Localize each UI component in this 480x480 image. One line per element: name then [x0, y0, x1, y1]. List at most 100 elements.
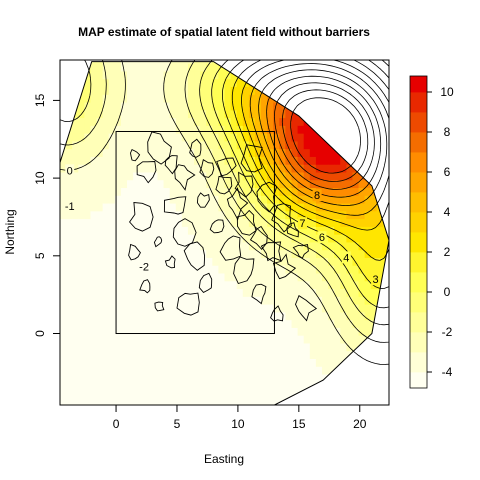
- heatmap-cell: [315, 226, 323, 235]
- heatmap-cell: [218, 288, 226, 297]
- heatmap-cell: [102, 156, 110, 165]
- heatmap-cell: [78, 171, 85, 181]
- heatmap-cell: [175, 265, 183, 274]
- heatmap-cell: [267, 140, 274, 150]
- heatmap-cell: [90, 381, 98, 391]
- heatmap-cell: [163, 86, 171, 95]
- chart-title: MAP estimate of spatial latent field wit…: [78, 25, 370, 39]
- heatmap-cell: [127, 133, 134, 142]
- heatmap-cell: [321, 164, 329, 173]
- heatmap-cell: [309, 249, 317, 258]
- heatmap-cell: [364, 366, 372, 375]
- heatmap-cell: [364, 226, 372, 235]
- heatmap-cell: [133, 303, 140, 313]
- island-outline: [234, 171, 254, 198]
- island-outline: [163, 196, 187, 215]
- heatmap-cell: [60, 171, 67, 181]
- heatmap-cell: [212, 366, 219, 375]
- heatmap-cell: [346, 265, 354, 274]
- heatmap-cell: [60, 234, 67, 243]
- heatmap-cell: [218, 164, 226, 173]
- y-tick-label: 5: [33, 252, 47, 259]
- heatmap-cell: [248, 140, 256, 150]
- heatmap-cell: [133, 117, 140, 126]
- heatmap-cell: [340, 265, 347, 274]
- heatmap-cell: [127, 156, 134, 165]
- heatmap-cell: [218, 202, 226, 212]
- heatmap-cell: [370, 218, 378, 227]
- heatmap-cell: [297, 319, 305, 328]
- heatmap-cell: [224, 288, 232, 297]
- heatmap-cell: [145, 109, 152, 119]
- heatmap-cell: [187, 78, 195, 88]
- heatmap-cell: [145, 397, 152, 405]
- heatmap-cell: [114, 63, 122, 72]
- heatmap-cell: [334, 257, 341, 266]
- heatmap-cell: [139, 327, 146, 336]
- heatmap-cell: [340, 288, 347, 297]
- heatmap-cell: [90, 397, 98, 405]
- heatmap-cell: [120, 358, 128, 367]
- heatmap-cell: [114, 280, 122, 290]
- heatmap-cell: [248, 148, 256, 157]
- heatmap-cell: [90, 164, 98, 173]
- heatmap-cell: [206, 303, 213, 313]
- heatmap-cell: [303, 210, 311, 220]
- heatmap-cell: [120, 389, 128, 398]
- x-axis: 0 5 10 15 20: [113, 404, 367, 431]
- heatmap-cell: [163, 202, 171, 212]
- heatmap-cell: [370, 249, 378, 258]
- heatmap-cell: [163, 335, 171, 344]
- heatmap-cell: [370, 226, 378, 235]
- heatmap-cell: [230, 397, 238, 405]
- heatmap-cell: [242, 280, 250, 290]
- heatmap-cell: [133, 389, 140, 398]
- heatmap-cell: [297, 249, 305, 258]
- heatmap-cell: [303, 335, 311, 344]
- heatmap-cell: [261, 335, 268, 344]
- heatmap-cell: [151, 366, 159, 375]
- heatmap-cell: [309, 133, 317, 142]
- heatmap-cell: [242, 164, 250, 173]
- heatmap-cell: [72, 86, 79, 95]
- heatmap-cell: [78, 303, 85, 313]
- heatmap-cell: [212, 358, 219, 367]
- heatmap-cell: [230, 86, 238, 95]
- heatmap-cell: [151, 187, 159, 196]
- heatmap-cell: [127, 86, 134, 95]
- heatmap-cell: [151, 133, 159, 142]
- heatmap-cell: [370, 350, 378, 359]
- heatmap-cell: [96, 373, 104, 383]
- heatmap-cell: [127, 179, 134, 189]
- heatmap-cell: [236, 187, 244, 196]
- heatmap-cell: [224, 94, 232, 103]
- heatmap-cell: [352, 156, 360, 165]
- heatmap-cell: [84, 234, 92, 243]
- heatmap-cell: [218, 94, 226, 103]
- heatmap-cell: [200, 125, 207, 134]
- heatmap-cell: [352, 288, 360, 297]
- heatmap-cell: [340, 335, 347, 344]
- heatmap-cell: [66, 397, 73, 405]
- contour-label-bg: [297, 217, 307, 230]
- heatmap-cell: [187, 117, 195, 126]
- heatmap-cell: [157, 101, 165, 111]
- heatmap-cell: [78, 342, 85, 352]
- heatmap-cell: [157, 226, 165, 235]
- heatmap-cell: [60, 94, 67, 103]
- heatmap-cell: [230, 257, 238, 266]
- heatmap-cell: [157, 265, 165, 274]
- heatmap-cell: [291, 311, 299, 321]
- heatmap-cell: [163, 319, 171, 328]
- heatmap-cell: [334, 303, 341, 313]
- heatmap-cell: [315, 218, 323, 227]
- heatmap-cell: [340, 327, 347, 336]
- heatmap-cell: [108, 187, 116, 196]
- heatmap-cell: [72, 288, 79, 297]
- heatmap-cell: [248, 187, 256, 196]
- heatmap-cell: [291, 319, 299, 328]
- heatmap-cell: [169, 234, 177, 243]
- heatmap-cell: [133, 335, 140, 344]
